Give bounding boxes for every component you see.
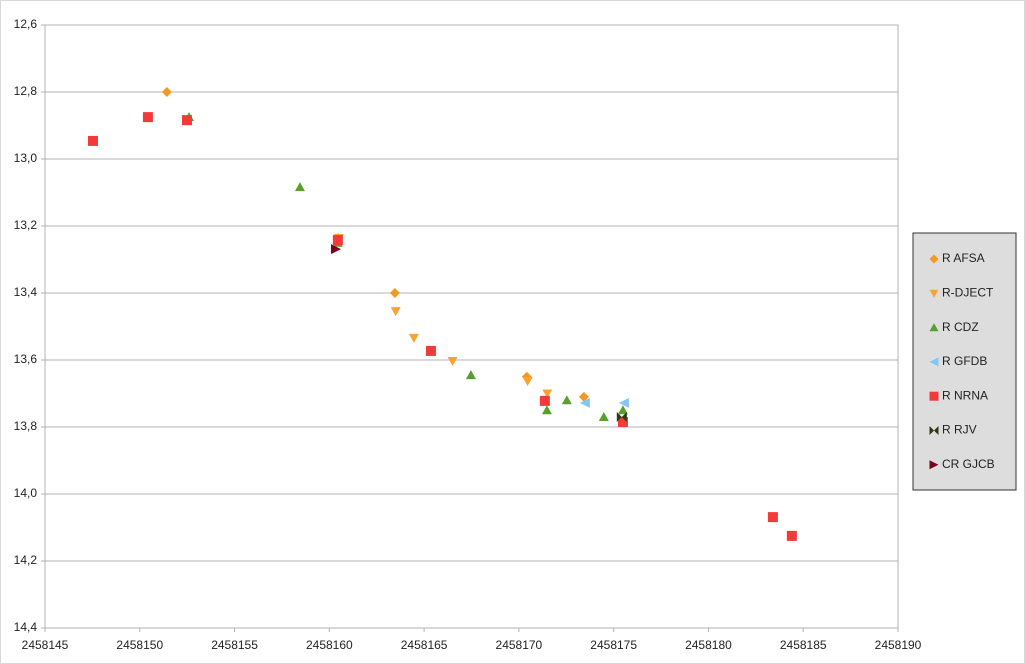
legend-box <box>912 232 1017 491</box>
y-tick-label: 14,4 <box>14 620 38 634</box>
data-point <box>578 391 589 402</box>
legend-label: R NRNA <box>942 388 988 402</box>
legend-marker <box>929 357 939 367</box>
x-tick-label: 2458190 <box>875 638 922 652</box>
legend-marker <box>929 460 939 470</box>
legend-marker <box>929 426 939 435</box>
data-point <box>87 135 98 146</box>
legend-label: CR GJCB <box>942 457 995 471</box>
x-tick-label: 2458175 <box>590 638 637 652</box>
data-point <box>161 87 172 97</box>
x-tick-label: 2458155 <box>211 638 258 652</box>
legend-marker <box>929 289 939 298</box>
data-point <box>465 370 476 380</box>
legend-label: R-DJECT <box>942 285 994 299</box>
y-tick-label: 14,2 <box>14 553 38 567</box>
legend-marker <box>929 254 939 264</box>
plot-area <box>44 24 899 629</box>
data-point <box>294 182 305 192</box>
x-tick-label: 2458170 <box>496 638 543 652</box>
x-tick-label: 2458145 <box>22 638 69 652</box>
data-point <box>786 530 797 541</box>
legend-label: R CDZ <box>942 320 979 334</box>
data-point <box>541 405 552 415</box>
data-point <box>181 115 192 126</box>
y-tick-label: 12,6 <box>14 17 38 31</box>
y-tick-label: 13,4 <box>14 285 38 299</box>
data-point <box>598 411 609 421</box>
data-point <box>618 397 629 408</box>
data-point <box>579 397 590 408</box>
y-tick-label: 13,6 <box>14 352 38 366</box>
data-point <box>539 395 550 406</box>
x-tick-label: 2458165 <box>401 638 448 652</box>
data-point <box>332 235 343 246</box>
x-tick-label: 2458185 <box>780 638 827 652</box>
x-tick-label: 2458180 <box>685 638 732 652</box>
data-point <box>142 112 153 123</box>
x-tick-label: 2458150 <box>116 638 163 652</box>
y-tick-label: 13,0 <box>14 151 38 165</box>
data-point <box>561 395 572 405</box>
data-point <box>390 307 401 317</box>
data-point <box>408 333 419 343</box>
data-point <box>330 244 341 255</box>
data-point <box>767 512 778 523</box>
legend-label: R AFSA <box>942 251 985 265</box>
data-point <box>522 377 533 387</box>
y-tick-label: 13,2 <box>14 218 38 232</box>
data-point <box>389 288 400 298</box>
x-tick-label: 2458160 <box>306 638 353 652</box>
y-tick-label: 14,0 <box>14 486 38 500</box>
legend-marker <box>929 391 939 401</box>
data-point <box>617 405 628 415</box>
y-tick-label: 13,8 <box>14 419 38 433</box>
y-tick-label: 12,8 <box>14 84 38 98</box>
data-point <box>447 357 458 367</box>
legend-marker <box>929 323 939 332</box>
data-point <box>425 345 436 356</box>
data-point <box>616 411 627 422</box>
legend-label: R GFDB <box>942 354 987 368</box>
data-point <box>542 389 553 399</box>
legend-label: R RJV <box>942 423 977 437</box>
